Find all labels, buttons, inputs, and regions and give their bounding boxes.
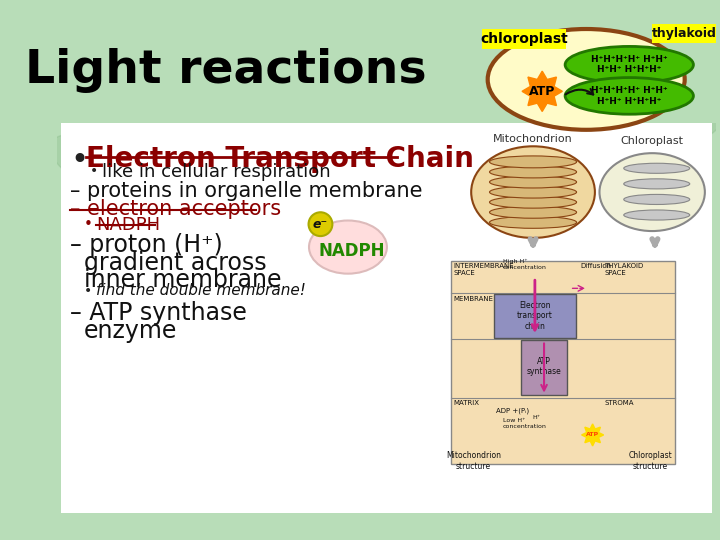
FancyBboxPatch shape xyxy=(521,340,567,395)
Text: H⁺H⁺H⁺H⁺ H⁺H⁺
H⁺H⁺ H⁺H⁺H⁺: H⁺H⁺H⁺H⁺ H⁺H⁺ H⁺H⁺ H⁺H⁺H⁺ xyxy=(591,86,667,106)
Text: Mitochondrion
structure: Mitochondrion structure xyxy=(446,451,501,471)
Text: ATP: ATP xyxy=(529,85,555,98)
Text: ATP: ATP xyxy=(586,433,599,437)
Text: chloroplast: chloroplast xyxy=(480,32,568,46)
Text: High H⁺
concentration: High H⁺ concentration xyxy=(503,259,546,270)
Text: H⁺: H⁺ xyxy=(532,415,540,420)
Polygon shape xyxy=(654,100,720,146)
Ellipse shape xyxy=(624,210,690,220)
FancyBboxPatch shape xyxy=(57,23,716,123)
Ellipse shape xyxy=(490,196,577,208)
Ellipse shape xyxy=(490,206,577,218)
Ellipse shape xyxy=(490,166,577,178)
Text: STROMA: STROMA xyxy=(605,400,634,406)
Text: Electron
transport
chain: Electron transport chain xyxy=(517,301,553,330)
Polygon shape xyxy=(50,135,117,185)
Text: INTERMEMBRANE
SPACE: INTERMEMBRANE SPACE xyxy=(454,262,514,275)
Text: like in cellular respiration: like in cellular respiration xyxy=(102,163,331,181)
Circle shape xyxy=(309,212,333,236)
Ellipse shape xyxy=(490,186,577,198)
Text: e⁻: e⁻ xyxy=(313,218,328,231)
Text: find the double membrane!: find the double membrane! xyxy=(96,283,306,298)
Text: •: • xyxy=(71,146,89,176)
Ellipse shape xyxy=(309,220,387,274)
Ellipse shape xyxy=(471,146,595,238)
Text: – proton (H⁺): – proton (H⁺) xyxy=(71,233,223,258)
FancyBboxPatch shape xyxy=(652,24,716,43)
Text: •: • xyxy=(84,217,93,232)
Ellipse shape xyxy=(600,153,705,231)
Ellipse shape xyxy=(487,29,685,130)
Text: Chloroplast
structure: Chloroplast structure xyxy=(629,451,672,471)
Ellipse shape xyxy=(624,163,690,173)
Polygon shape xyxy=(616,41,706,96)
Ellipse shape xyxy=(624,194,690,205)
Text: ATP
synthase: ATP synthase xyxy=(526,356,562,376)
FancyBboxPatch shape xyxy=(451,261,675,464)
Ellipse shape xyxy=(624,179,690,189)
Text: Electron Transport Chain: Electron Transport Chain xyxy=(86,145,474,173)
Text: Chloroplast: Chloroplast xyxy=(621,136,684,146)
Text: Low H⁺
concentration: Low H⁺ concentration xyxy=(503,418,546,429)
FancyBboxPatch shape xyxy=(482,29,566,49)
Ellipse shape xyxy=(565,78,693,114)
FancyBboxPatch shape xyxy=(61,123,712,513)
Ellipse shape xyxy=(490,176,577,188)
Text: Diffusion: Diffusion xyxy=(581,262,612,269)
Text: ADP +(Pᵢ): ADP +(Pᵢ) xyxy=(496,408,529,414)
Text: MATRIX: MATRIX xyxy=(454,400,480,406)
Text: Light reactions: Light reactions xyxy=(25,48,427,93)
Polygon shape xyxy=(117,79,180,149)
Polygon shape xyxy=(522,71,562,111)
Text: THYLAKOID
SPACE: THYLAKOID SPACE xyxy=(605,262,644,275)
Text: enzyme: enzyme xyxy=(84,319,177,342)
Polygon shape xyxy=(582,424,603,446)
Polygon shape xyxy=(60,35,154,103)
Text: inner membrane: inner membrane xyxy=(84,268,282,292)
Text: NADPH: NADPH xyxy=(318,242,385,260)
Text: – ATP synthase: – ATP synthase xyxy=(71,301,247,325)
Text: •: • xyxy=(84,284,92,298)
Text: H⁺H⁺H⁺H⁺ H⁺H⁺
H⁺H⁺ H⁺H⁺H⁺: H⁺H⁺H⁺H⁺ H⁺H⁺ H⁺H⁺ H⁺H⁺H⁺ xyxy=(591,55,667,75)
Text: thylakoid: thylakoid xyxy=(652,27,716,40)
Ellipse shape xyxy=(490,156,577,168)
Text: – electron acceptors: – electron acceptors xyxy=(71,199,282,219)
Text: – proteins in organelle membrane: – proteins in organelle membrane xyxy=(71,181,423,201)
FancyBboxPatch shape xyxy=(494,294,576,338)
Ellipse shape xyxy=(490,217,577,228)
Text: •: • xyxy=(89,164,98,178)
Ellipse shape xyxy=(565,46,693,83)
Text: gradient across: gradient across xyxy=(84,251,266,275)
Text: Mitochondrion: Mitochondrion xyxy=(493,133,573,144)
Text: MEMBRANE: MEMBRANE xyxy=(454,296,493,302)
Text: NADPH: NADPH xyxy=(96,216,160,234)
